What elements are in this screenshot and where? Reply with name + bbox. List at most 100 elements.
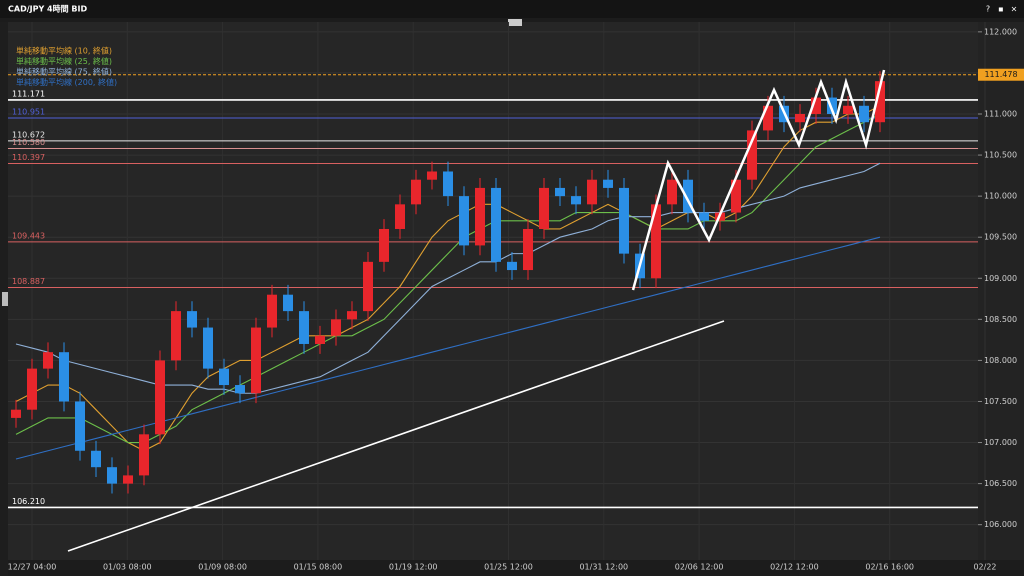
y-tick-label: 110.500 [984, 151, 1017, 160]
level-label: 110.397 [12, 153, 45, 162]
candle-body [875, 81, 885, 123]
candle-body [427, 171, 437, 180]
y-tick-label: 108.000 [984, 356, 1017, 365]
candle-body [507, 261, 517, 271]
x-tick-label: 01/31 12:00 [579, 563, 628, 572]
candle-body [523, 228, 533, 271]
close-button[interactable]: × [1011, 5, 1018, 14]
candle-body [75, 401, 85, 451]
side-handle[interactable] [2, 292, 8, 306]
candle-body [299, 311, 309, 344]
current-price-badge [978, 68, 1024, 81]
candle-body [59, 352, 69, 402]
candle-body [107, 467, 117, 484]
candle-body [555, 187, 565, 197]
legend-entry: 単純移動平均線 (25, 終値) [16, 56, 112, 66]
level-label: 111.171 [12, 89, 45, 98]
zigzag-drawing [631, 69, 886, 291]
candle-body [539, 187, 549, 229]
candle-body [667, 179, 677, 205]
candle-body [619, 187, 629, 254]
y-tick-label: 112.000 [984, 27, 1017, 36]
candle-body [587, 179, 597, 205]
x-tick-label: 02/16 16:00 [865, 563, 914, 572]
legend-entry: 単純移動平均線 (10, 終値) [16, 46, 112, 56]
candle-body [475, 187, 485, 246]
candle-body [859, 105, 869, 123]
candle-body [683, 179, 693, 213]
x-tick-label: 02/06 12:00 [675, 563, 724, 572]
candle-body [571, 196, 581, 205]
candle-body [731, 179, 741, 213]
y-tick-label: 110.000 [984, 192, 1017, 201]
legend-entry: 単純移動平均線 (75, 終値) [16, 67, 112, 77]
title-bar [0, 0, 1024, 18]
candle-body [331, 319, 341, 336]
x-tick-label: 01/25 12:00 [484, 563, 533, 572]
candle-body [219, 368, 229, 386]
y-tick-label: 107.500 [984, 397, 1017, 406]
candle-body [443, 171, 453, 197]
top-handle[interactable] [508, 19, 522, 26]
level-label: 110.951 [12, 108, 45, 117]
candle-body [363, 261, 373, 312]
candle-body [203, 327, 213, 369]
level-label: 110.672 [12, 130, 45, 139]
candle-body [811, 97, 821, 114]
chart-title: CAD/JPY 4時間 BID [8, 4, 87, 14]
y-tick-label: 109.500 [984, 233, 1017, 242]
x-tick-label: 02/12 12:00 [770, 563, 819, 572]
level-label: 108.887 [12, 277, 45, 286]
y-tick-label: 106.000 [984, 520, 1017, 529]
x-tick-label: 01/09 08:00 [198, 563, 247, 572]
maximize-button[interactable]: ▪ [998, 5, 1003, 14]
legend-entry: 単純移動平均線 (200, 終値) [16, 77, 117, 87]
help-button[interactable]: ? [986, 5, 990, 14]
candle-body [139, 434, 149, 476]
x-tick-label: 02/22 [973, 563, 996, 572]
candle-body [747, 130, 757, 180]
candle-body [123, 475, 133, 484]
candle-body [27, 368, 37, 410]
y-tick-label: 111.000 [984, 109, 1017, 118]
candle-body [315, 335, 325, 344]
y-tick-label: 106.500 [984, 479, 1017, 488]
candle-body [267, 294, 277, 328]
level-label: 106.210 [12, 497, 45, 506]
candle-body [763, 105, 773, 131]
candle-body [651, 204, 661, 279]
candle-body [379, 228, 389, 262]
candle-body [411, 179, 421, 205]
current-price-label: 111.478 [984, 70, 1017, 79]
level-label: 110.580 [12, 138, 45, 147]
labels: 106.000 106.500 107.000 107.500 108.000 108.5… [8, 27, 1024, 572]
trend-line [67, 320, 725, 552]
candle-body [795, 113, 805, 123]
candle-body [91, 450, 101, 468]
candle-body [155, 360, 165, 435]
candle-body [11, 409, 21, 418]
drawings [67, 69, 886, 552]
candle-body [491, 187, 501, 262]
y-tick-label: 108.500 [984, 315, 1017, 324]
y-tick-label: 109.000 [984, 274, 1017, 283]
candle-body [395, 204, 405, 229]
candle-body [283, 294, 293, 312]
candle-body [699, 212, 709, 221]
candle-body [827, 97, 837, 114]
level-label: 109.443 [12, 231, 45, 240]
x-tick-label: 01/15 08:00 [294, 563, 343, 572]
candle-body [603, 179, 613, 188]
x-tick-label: 01/03 08:00 [103, 563, 152, 572]
candle-body [187, 311, 197, 328]
price-levels [8, 74, 978, 509]
candle-body [171, 311, 181, 361]
x-tick-label: 12/27 04:00 [8, 563, 57, 572]
candle-body [843, 105, 853, 114]
candle-body [347, 311, 357, 320]
candle-body [235, 385, 245, 394]
price-axis [978, 22, 1024, 560]
candle-body [251, 327, 261, 394]
